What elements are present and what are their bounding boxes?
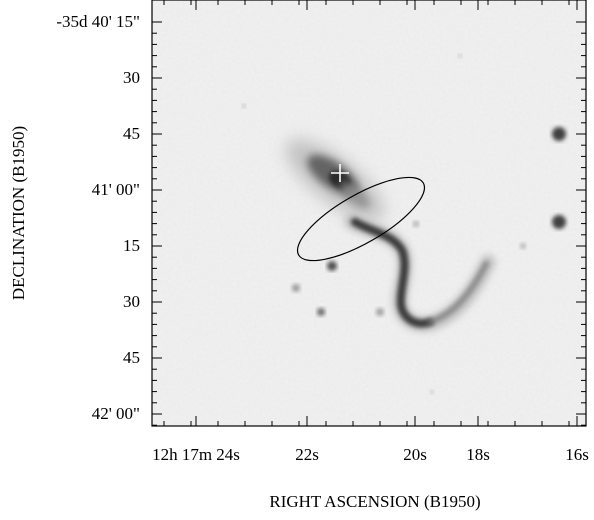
field-star <box>430 390 434 394</box>
x-tick-label: 22s <box>295 445 319 464</box>
y-tick-label: 45 <box>123 124 140 143</box>
y-tick-label: 45 <box>123 348 140 367</box>
x-axis-tick-labels: 12h 17m 24s 22s 20s 18s 16s <box>152 445 589 464</box>
field-star <box>458 54 462 58</box>
y-tick-label: -35d 40' 15" <box>56 12 140 31</box>
y-tick-label: 30 <box>123 292 140 311</box>
field-star <box>327 261 337 271</box>
axis-ticks <box>152 0 586 426</box>
x-tick-label: 16s <box>565 445 589 464</box>
sky-image <box>152 0 586 426</box>
field-star <box>242 104 246 108</box>
field-star <box>376 308 384 316</box>
x-tick-label: 18s <box>466 445 490 464</box>
y-axis-tick-labels: -35d 40' 15" 30 45 41' 00" 15 30 45 42' … <box>56 12 140 423</box>
field-star <box>552 215 566 229</box>
cross-marker <box>331 164 349 182</box>
plot-frame <box>151 0 587 427</box>
field-star <box>520 243 526 249</box>
y-tick-label: 42' 00" <box>92 404 140 423</box>
field-star <box>292 284 300 292</box>
y-tick-label: 15 <box>123 236 140 255</box>
x-tick-label: 12h 17m 24s <box>152 445 240 464</box>
field-star <box>413 221 419 227</box>
field-star <box>552 127 566 141</box>
error-ellipse <box>296 176 426 262</box>
field-star <box>317 308 325 316</box>
y-tick-label: 30 <box>123 68 140 87</box>
y-tick-label: 41' 00" <box>92 180 140 199</box>
x-axis-title: RIGHT ASCENSION (B1950) <box>269 492 480 511</box>
x-tick-label: 20s <box>403 445 427 464</box>
y-axis-title: DECLINATION (B1950) <box>9 126 28 300</box>
